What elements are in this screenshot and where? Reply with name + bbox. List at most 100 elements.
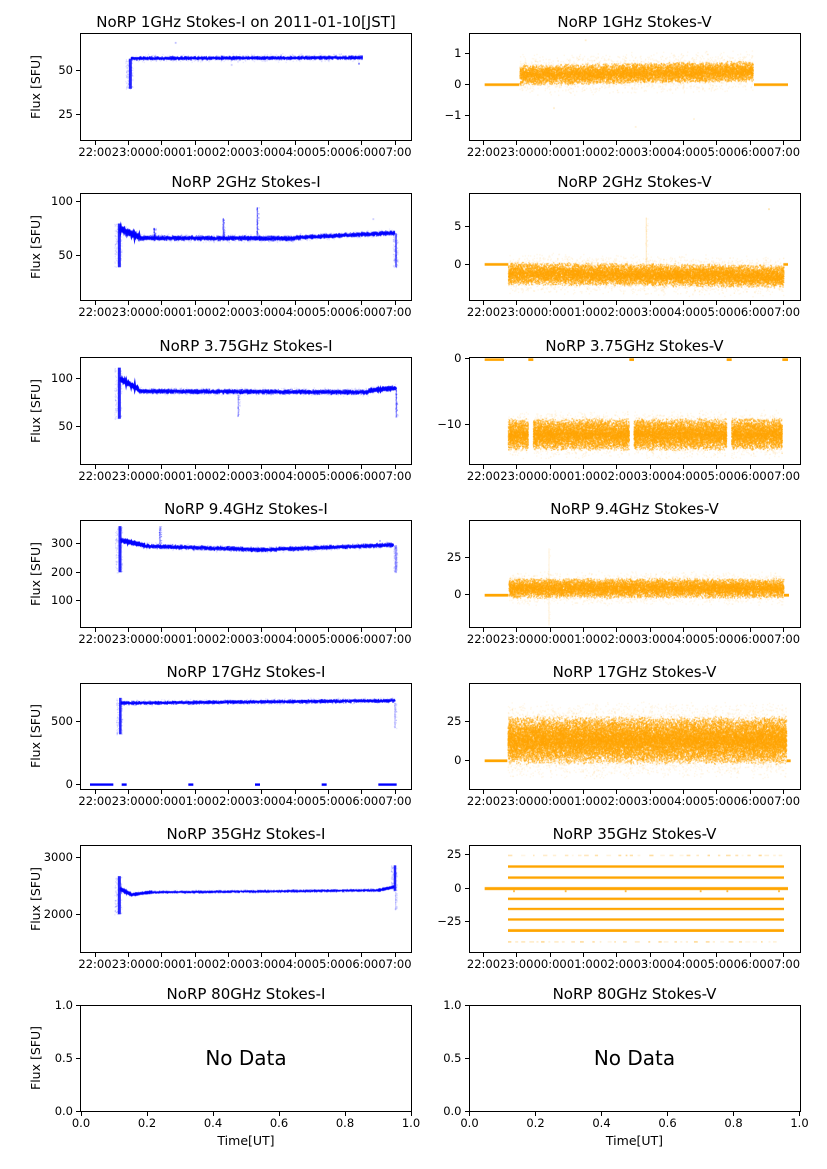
x-tick-mark bbox=[94, 627, 96, 632]
x-tick-label: 0.4 bbox=[592, 1116, 611, 1130]
x-tick-mark bbox=[161, 627, 163, 632]
y-tick-label: 0 bbox=[454, 351, 462, 366]
x-tick-label: 02:00 bbox=[600, 631, 634, 646]
x-tick-mark bbox=[783, 464, 784, 469]
x-tick-mark bbox=[194, 627, 196, 632]
x-tick-mark bbox=[483, 790, 484, 794]
plot-canvas bbox=[469, 846, 800, 952]
x-tick-mark bbox=[161, 300, 163, 305]
x-tick-label: 00:00 bbox=[145, 144, 179, 159]
chart-title: NoRP 17GHz Stokes-V bbox=[552, 662, 717, 681]
x-tick-label: 07:00 bbox=[766, 631, 801, 646]
x-tick-label: 04:00 bbox=[666, 956, 701, 971]
y-tick-mark bbox=[464, 263, 469, 265]
x-tick-label: 0.0 bbox=[71, 1116, 91, 1130]
y-tick-mark bbox=[76, 1110, 80, 1112]
x-tick-mark bbox=[394, 464, 396, 469]
x-tick-label: 05:00 bbox=[311, 631, 345, 646]
x-tick-mark bbox=[583, 627, 584, 632]
x-tick-mark bbox=[80, 1112, 82, 1116]
x-tick-mark bbox=[716, 464, 718, 469]
plot-area bbox=[80, 1004, 412, 1112]
plot-area bbox=[468, 33, 801, 141]
y-tick-mark bbox=[464, 225, 469, 227]
x-tick-mark bbox=[601, 1112, 602, 1116]
x-tick-label: 04:00 bbox=[666, 144, 701, 159]
x-tick-label: 06:00 bbox=[345, 794, 379, 808]
x-tick-mark bbox=[294, 300, 296, 305]
x-tick-label: 03:00 bbox=[245, 304, 279, 319]
x-tick-mark bbox=[394, 627, 396, 632]
x-tick-mark bbox=[649, 627, 651, 632]
x-tick-label: 04:00 bbox=[278, 631, 312, 646]
x-tick-mark bbox=[394, 140, 396, 145]
plot-area bbox=[468, 845, 801, 953]
x-tick-label: 0.2 bbox=[137, 1116, 157, 1130]
x-tick-label: 04:00 bbox=[278, 144, 312, 159]
x-tick-mark bbox=[749, 140, 751, 145]
x-tick-label: 06:00 bbox=[733, 631, 767, 646]
x-tick-label: 05:00 bbox=[311, 144, 345, 159]
y-axis-label-text: Flux [SFU] bbox=[27, 866, 43, 931]
y-tick-mark bbox=[76, 571, 80, 573]
chart-title: NoRP 17GHz Stokes-I bbox=[166, 662, 326, 681]
x-tick-label: 23:00 bbox=[111, 304, 145, 319]
chart-title: NoRP 9.4GHz Stokes-V bbox=[550, 500, 719, 518]
x-tick-mark bbox=[410, 1112, 412, 1116]
y-tick-label: 0 bbox=[454, 256, 462, 271]
x-tick-mark bbox=[783, 952, 784, 957]
x-tick-mark bbox=[361, 790, 363, 794]
x-tick-mark bbox=[716, 952, 718, 957]
x-tick-mark bbox=[127, 140, 129, 145]
x-tick-mark bbox=[716, 790, 718, 794]
x-tick-mark bbox=[146, 1112, 148, 1116]
y-tick-mark bbox=[464, 83, 469, 85]
x-tick-mark bbox=[749, 952, 751, 957]
y-tick-label: 200 bbox=[51, 564, 73, 579]
x-tick-label: 01:00 bbox=[566, 144, 601, 159]
x-tick-label: 05:00 bbox=[700, 794, 734, 808]
x-tick-label: 03:00 bbox=[245, 794, 279, 808]
plot-canvas bbox=[81, 194, 411, 300]
y-tick-label: 1.0 bbox=[54, 998, 73, 1012]
x-tick-label: 07:00 bbox=[378, 956, 412, 971]
x-tick-mark bbox=[294, 790, 296, 794]
y-tick-mark bbox=[464, 760, 469, 762]
plot-area bbox=[80, 357, 412, 465]
x-tick-label: 02:00 bbox=[600, 468, 634, 483]
x-tick-mark bbox=[327, 140, 329, 145]
y-tick-label: 0.0 bbox=[54, 1103, 73, 1118]
y-tick-mark bbox=[464, 854, 469, 856]
x-tick-label: 0.8 bbox=[335, 1116, 355, 1130]
x-tick-mark bbox=[649, 300, 651, 305]
y-tick-label: 2000 bbox=[43, 906, 73, 921]
x-tick-label: 03:00 bbox=[633, 631, 667, 646]
x-tick-mark bbox=[327, 790, 329, 794]
plot-canvas bbox=[469, 358, 800, 464]
x-tick-label: 06:00 bbox=[733, 144, 767, 159]
x-tick-mark bbox=[749, 464, 751, 469]
x-tick-mark bbox=[194, 300, 196, 305]
y-axis-label: Flux [SFU] bbox=[27, 358, 43, 464]
x-tick-label: 03:00 bbox=[245, 144, 279, 159]
x-tick-mark bbox=[294, 627, 296, 632]
x-tick-label: 1.0 bbox=[790, 1116, 809, 1130]
x-tick-mark bbox=[294, 464, 296, 469]
x-tick-mark bbox=[261, 790, 263, 794]
y-tick-label: 0 bbox=[454, 587, 462, 602]
chart-title: NoRP 9.4GHz Stokes-I bbox=[164, 500, 328, 518]
x-tick-label: 04:00 bbox=[278, 794, 312, 808]
y-tick-label: −10 bbox=[437, 416, 462, 431]
x-tick-label: 01:00 bbox=[178, 956, 212, 971]
y-tick-label: 3000 bbox=[43, 850, 73, 865]
chart-title: NoRP 3.75GHz Stokes-V bbox=[545, 337, 724, 355]
y-tick-label: 1.0 bbox=[443, 998, 462, 1012]
x-tick-mark bbox=[227, 790, 229, 794]
x-tick-mark bbox=[294, 952, 296, 957]
y-tick-label: 100 bbox=[51, 370, 73, 385]
x-tick-label: 0.6 bbox=[658, 1116, 677, 1130]
x-tick-label: 01:00 bbox=[566, 956, 601, 971]
x-tick-mark bbox=[127, 464, 129, 469]
x-tick-label: 0.2 bbox=[526, 1116, 545, 1130]
y-axis-label: Flux [SFU] bbox=[27, 194, 43, 300]
